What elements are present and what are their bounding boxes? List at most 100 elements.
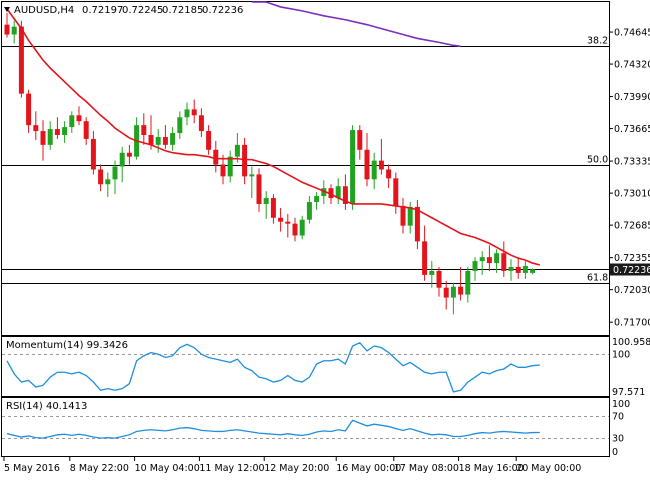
candle-body xyxy=(342,186,348,204)
fibonacci-levels: 38.2 50.0 61.8 xyxy=(2,36,609,284)
fib-level-label: 38.2 xyxy=(587,36,608,47)
candle-body xyxy=(393,178,399,206)
rsi-tick-label: 0 xyxy=(612,447,618,458)
ohlc-open: 0.72197 xyxy=(82,5,123,16)
price-tick-label: 0.72685 xyxy=(614,221,650,232)
candle-body xyxy=(155,136,161,145)
date-axis: 5 May 2016 8 May 22:00 10 May 04:00 11 May … xyxy=(3,457,581,474)
candle-body xyxy=(4,24,10,35)
candle-body xyxy=(522,266,528,273)
candle-body xyxy=(206,131,212,150)
candle-body xyxy=(105,179,111,185)
candle-body xyxy=(494,253,500,264)
candle-body xyxy=(364,149,370,180)
candle-body xyxy=(191,109,197,116)
date-tick-label: 18 May 16:00 xyxy=(459,463,524,474)
candle-body xyxy=(486,257,492,264)
price-tick-label: 0.72355 xyxy=(614,253,650,264)
candle-body xyxy=(69,115,75,128)
candle-body xyxy=(515,267,521,273)
candle-body xyxy=(508,267,514,271)
candle-body xyxy=(162,136,168,145)
candle-body xyxy=(40,131,46,145)
candle-body xyxy=(357,130,363,150)
momentum-panel-frame xyxy=(1,336,610,397)
sma20-line xyxy=(6,8,541,266)
candle-body xyxy=(472,261,478,271)
ohlc-close: 0.72236 xyxy=(202,5,243,16)
price-tick-label: 0.73990 xyxy=(614,92,650,103)
triangle-down-icon[interactable] xyxy=(4,7,10,12)
candle-body xyxy=(429,270,435,275)
candle-body xyxy=(227,156,233,177)
price-tick-label: 0.74320 xyxy=(614,60,650,71)
rsi-tick-label: 30 xyxy=(612,434,624,445)
date-tick-label: 12 May 20:00 xyxy=(264,463,329,474)
candle-body xyxy=(263,198,269,204)
candle-body xyxy=(270,198,276,218)
candle-body xyxy=(47,129,53,145)
date-tick-label: 10 May 04:00 xyxy=(135,463,200,474)
candle-body xyxy=(407,206,413,226)
candle-body xyxy=(292,223,298,236)
ohlc-low: 0.72185 xyxy=(162,5,203,16)
candle-body xyxy=(26,93,32,126)
sma200-line xyxy=(251,1,461,48)
momentum-tick-label: 97.571 xyxy=(612,387,645,398)
candle-body xyxy=(11,26,17,35)
momentum-tick-label: 100.9587 xyxy=(612,337,650,348)
candle-body xyxy=(33,125,39,132)
candle-body xyxy=(213,149,219,165)
last-price-tag: 0.72236 xyxy=(610,263,650,276)
price-tick-label: 0.73665 xyxy=(614,124,650,135)
candle-body xyxy=(479,257,485,262)
candle-body xyxy=(249,174,255,177)
candle-body xyxy=(436,270,442,288)
date-tick-label: 11 May 12:00 xyxy=(199,463,264,474)
price-tick-label: 0.73010 xyxy=(614,189,650,200)
candle-body xyxy=(306,201,312,220)
candle-body xyxy=(378,160,384,170)
rsi-tick-label: 70 xyxy=(612,411,624,422)
candle-body xyxy=(299,219,305,236)
candle-body xyxy=(141,125,147,135)
price-tick-label: 0.71700 xyxy=(614,318,650,329)
candle-body xyxy=(256,174,262,204)
rsi-panel-frame xyxy=(1,397,610,457)
price-tick-label: 0.74645 xyxy=(614,28,650,39)
sma20-polyline xyxy=(6,8,541,266)
last-price-text: 0.72236 xyxy=(613,265,650,276)
candle-body xyxy=(465,270,471,295)
price-panel-frame xyxy=(1,1,610,336)
candlesticks xyxy=(4,12,536,315)
price-tick-label: 0.73335 xyxy=(614,157,650,168)
candle-body xyxy=(234,144,240,157)
candle-body xyxy=(530,269,536,273)
candle-body xyxy=(18,26,24,94)
candle-body xyxy=(242,144,248,177)
date-tick-label: 8 May 22:00 xyxy=(70,463,129,474)
candle-body xyxy=(170,133,176,145)
ohlc-high: 0.72245 xyxy=(122,5,163,16)
momentum-indicator: 100.9587 100 97.571 xyxy=(2,337,650,398)
sma200-polyline xyxy=(251,1,461,48)
date-tick-label: 16 May 00:00 xyxy=(336,463,401,474)
candle-body xyxy=(414,206,420,242)
momentum-label: Momentum(14) 99.3426 xyxy=(6,340,128,351)
candle-body xyxy=(98,169,104,185)
candle-body xyxy=(54,129,60,135)
candle-body xyxy=(198,115,204,132)
candle-body xyxy=(371,160,377,180)
candle-body xyxy=(62,127,68,135)
symbol-label: AUDUSD,H4 xyxy=(14,5,74,16)
candle-body xyxy=(350,130,356,204)
momentum-polyline xyxy=(6,341,540,393)
rsi-tick-label: 100 xyxy=(612,399,630,410)
rsi-polyline xyxy=(6,419,540,439)
candle-body xyxy=(184,109,190,118)
candle-body xyxy=(314,196,320,202)
candle-body xyxy=(501,253,507,271)
